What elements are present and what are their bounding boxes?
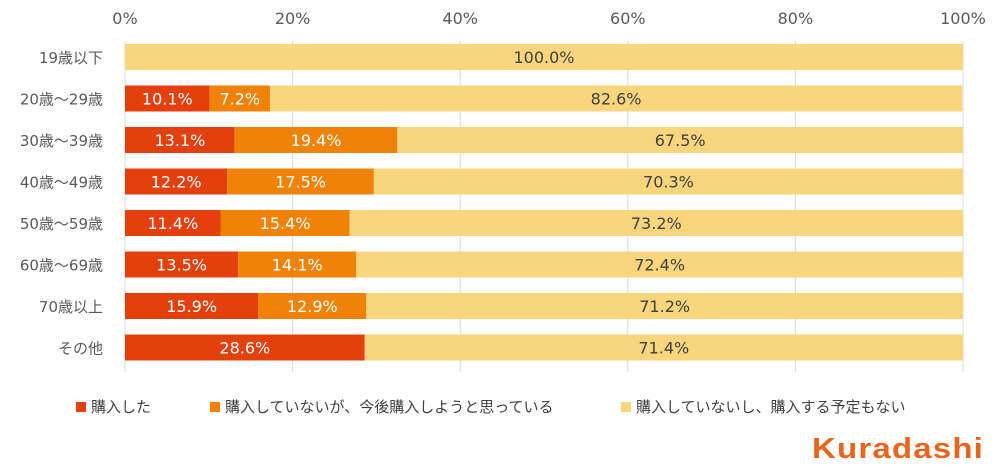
category-label: 30歳～39歳 (20, 132, 103, 150)
bar-segment (234, 127, 398, 153)
x-tick-label: 80% (778, 9, 814, 28)
chart-legend: 購入した 購入していないが、今後購入しようと思っている 購入していないし、購入す… (76, 396, 956, 416)
legend-item-no-plan: 購入していないし、購入する予定もない (621, 396, 906, 417)
legend-swatch-purchased (76, 401, 86, 412)
x-tick-labels: 0% 20% 40% 60% 80% 100% (112, 9, 986, 28)
legend-swatch-no-plan (621, 401, 631, 412)
x-tick-label: 20% (275, 9, 311, 28)
category-label: その他 (58, 340, 103, 358)
data-label: 70.3% (643, 173, 694, 192)
bar-segment (364, 334, 964, 361)
category-label: 40歳～49歳 (20, 174, 103, 192)
legend-label-plan-to-purchase: 購入していないが、今後購入しようと思っている (225, 398, 554, 416)
bar-segment (220, 210, 350, 236)
svg-text:Kuradashi: Kuradashi (812, 433, 984, 464)
bar-segment (366, 293, 963, 319)
bar-segment (258, 293, 367, 319)
data-label: 71.2% (639, 297, 690, 316)
bar-segment (209, 85, 270, 112)
data-label: 12.9% (287, 297, 338, 316)
data-label: 71.4% (638, 339, 689, 358)
bar-segment (125, 168, 228, 195)
bar-segment (356, 251, 964, 278)
x-tick-label: 100% (940, 9, 986, 28)
bar-segment (125, 210, 221, 236)
category-label: 60歳～69歳 (20, 257, 103, 275)
bars-layer (125, 44, 964, 361)
legend-item-purchased: 購入した (76, 396, 151, 417)
bar-segment (125, 334, 365, 361)
legend-label-purchased: 購入した (91, 398, 152, 416)
x-tick-label: 40% (442, 9, 478, 28)
data-labels-layer: 100.0% 10.1% 7.2% 82.6% 13.1% 19.4% 67.5% 12.2%… (142, 48, 706, 358)
data-label: 12.2% (151, 173, 202, 192)
x-tick-label: 0% (112, 9, 137, 28)
data-label: 10.1% (142, 90, 193, 109)
data-label: 82.6% (591, 90, 642, 109)
data-label: 14.1% (272, 256, 323, 275)
category-label: 19歳以下 (39, 49, 103, 67)
category-label: 50歳～59歳 (20, 215, 103, 233)
data-label: 72.4% (634, 256, 685, 275)
data-label: 28.6% (219, 339, 270, 358)
data-label: 13.5% (156, 256, 207, 275)
bar-segment (349, 210, 964, 236)
category-label: 20歳～29歳 (20, 91, 103, 109)
data-label: 67.5% (655, 131, 706, 150)
bar-segment (125, 127, 235, 153)
legend-item-plan-to-purchase: 購入していないが、今後購入しようと思っている (210, 396, 554, 417)
data-label: 19.4% (291, 131, 342, 150)
bar-segment (125, 44, 963, 70)
data-label: 100.0% (513, 48, 574, 67)
legend-swatch-plan-to-purchase (210, 401, 220, 412)
data-label: 73.2% (631, 214, 682, 233)
data-label: 11.4% (147, 214, 198, 233)
bar-segment (373, 168, 963, 195)
kuradashi-logo: Kuradashi (812, 433, 984, 464)
legend-label-no-plan: 購入していないし、購入する予定もない (636, 398, 906, 416)
data-label: 13.1% (154, 131, 205, 150)
bar-segment (227, 168, 374, 195)
data-label: 15.4% (260, 214, 311, 233)
bar-segment (269, 85, 963, 112)
data-label: 15.9% (166, 297, 217, 316)
category-label: 70歳以上 (39, 298, 103, 316)
bar-segment (125, 293, 259, 319)
data-label: 7.2% (219, 90, 260, 109)
bar-segment (397, 127, 964, 153)
category-labels: 19歳以下 20歳～29歳 30歳～39歳 40歳～49歳 50歳～59歳 60歳～69歳… (20, 49, 103, 358)
data-label: 17.5% (275, 173, 326, 192)
bar-segment (125, 251, 239, 278)
x-tick-label: 60% (610, 9, 646, 28)
bar-segment (125, 85, 210, 112)
bar-segment (238, 251, 357, 278)
